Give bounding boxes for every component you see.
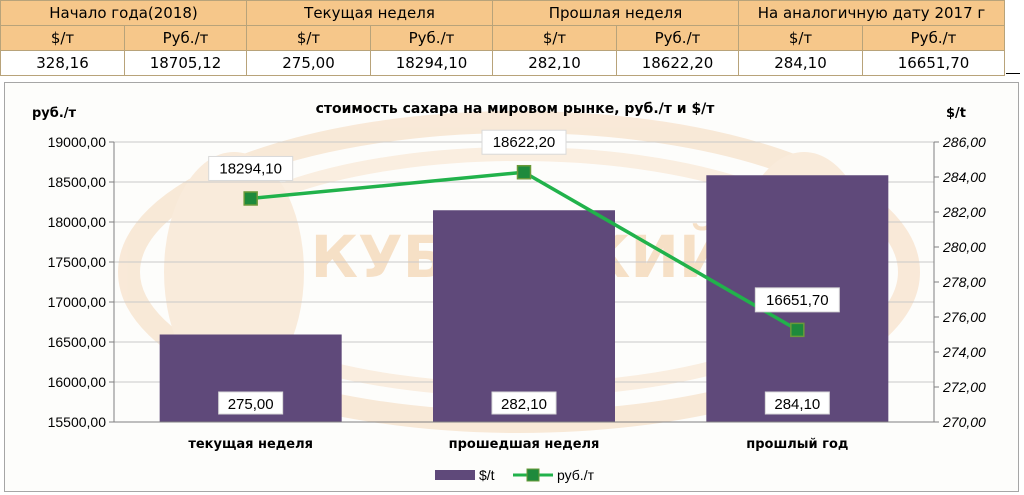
legend-line-marker	[526, 468, 540, 482]
right-tick-label: 282,00	[942, 204, 986, 220]
right-tick-label: 284,00	[942, 169, 986, 185]
line-value-label: 18622,20	[493, 134, 556, 151]
value-row: 328,16 18705,12 275,00 18294,10 282,10 1…	[0, 50, 1006, 76]
left-tick-label: 19000,00	[48, 134, 107, 150]
period-header-row: Начало года(2018) Текущая неделя Прошлая…	[0, 0, 1006, 26]
right-tick-label: 278,00	[942, 274, 986, 290]
period-header-same-date-2017: На аналогичную дату 2017 г	[737, 0, 1006, 26]
right-axis-title: $/t	[946, 106, 966, 121]
line-point-marker	[516, 164, 532, 180]
category-label: прошедшая неделя	[449, 437, 600, 452]
sugar-price-chart: КУБАНСКИЙ стоимость сахара на мировом ры…	[4, 82, 1019, 492]
bar-value-label: 284,10	[774, 396, 820, 413]
bar	[433, 210, 615, 422]
value-cell: 18705,12	[124, 50, 247, 76]
legend-bar-label: $/t	[479, 467, 495, 483]
bar-value-label-box	[491, 391, 557, 415]
category-label: текущая неделя	[188, 437, 313, 452]
period-header-current-week: Текущая неделя	[246, 0, 493, 26]
left-tick-label: 18000,00	[48, 214, 107, 230]
left-axis-title: руб./т	[32, 106, 77, 121]
line-value-label: 18294,10	[219, 160, 282, 177]
unit-header-cell: Руб./т	[124, 25, 247, 51]
bar-value-label: 275,00	[228, 396, 274, 413]
left-tick-label: 16500,00	[48, 334, 107, 350]
chart-title: стоимость сахара на мировом рынке, руб./…	[316, 101, 716, 117]
right-tick-label: 272,00	[942, 379, 986, 395]
left-tick-label: 17000,00	[48, 294, 107, 310]
right-tick-label: 280,00	[942, 239, 986, 255]
right-tick-label: 274,00	[942, 344, 986, 360]
unit-header-cell: $/т	[738, 25, 863, 51]
value-cell: 18294,10	[370, 50, 493, 76]
unit-header-row: $/т Руб./т $/т Руб./т $/т Руб./т $/т Руб…	[0, 25, 1006, 51]
bar-value-label-box	[764, 391, 830, 415]
left-tick-label: 15500,00	[48, 414, 107, 430]
axes: 15500,00 16000,00 16500,00 17000,00 17500,00…	[48, 134, 986, 452]
value-cell: 282,10	[492, 50, 617, 76]
line-series	[243, 164, 805, 338]
category-label: прошлый год	[746, 437, 848, 452]
line-value-label-box	[208, 155, 294, 181]
period-header-start-of-year: Начало года(2018)	[0, 0, 247, 26]
unit-header-cell: Руб./т	[616, 25, 739, 51]
value-cell: 16651,70	[861, 50, 1006, 76]
unit-header-cell: $/т	[492, 25, 617, 51]
unit-header-cell: Руб./т	[370, 25, 493, 51]
unit-header-cell: Руб./т	[861, 25, 1006, 51]
right-tick-label: 276,00	[942, 309, 986, 325]
value-cell: 18622,20	[616, 50, 739, 76]
left-tick-label: 17500,00	[48, 254, 107, 270]
line-value-label-box	[754, 287, 840, 313]
price-table: Начало года(2018) Текущая неделя Прошлая…	[0, 0, 1006, 76]
right-tick-label: 270,00	[942, 414, 986, 430]
bar-value-label: 282,10	[501, 396, 547, 413]
value-cell: 284,10	[738, 50, 863, 76]
unit-header-cell: $/т	[0, 25, 125, 51]
left-tick-label: 18500,00	[48, 174, 107, 190]
left-tick-label: 16000,00	[48, 374, 107, 390]
legend-line-label: руб./т	[557, 467, 595, 483]
data-labels: 275,00 282,10 284,10 18294,10 18622,20 16651,…	[208, 129, 840, 415]
period-header-last-week: Прошлая неделя	[492, 0, 739, 26]
line-point-marker	[790, 322, 805, 338]
line-point-marker	[243, 191, 258, 206]
table-edge-mark	[1006, 73, 1020, 74]
bar-value-label-box	[218, 391, 284, 415]
right-tick-label: 286,00	[942, 134, 986, 150]
value-cell: 275,00	[246, 50, 371, 76]
legend-bar-swatch	[435, 470, 475, 480]
legend: $/t руб./т	[435, 467, 595, 483]
line-value-label: 16651,70	[766, 292, 829, 309]
value-cell: 328,16	[0, 50, 125, 76]
unit-header-cell: $/т	[246, 25, 371, 51]
line-value-label-box	[481, 129, 567, 155]
